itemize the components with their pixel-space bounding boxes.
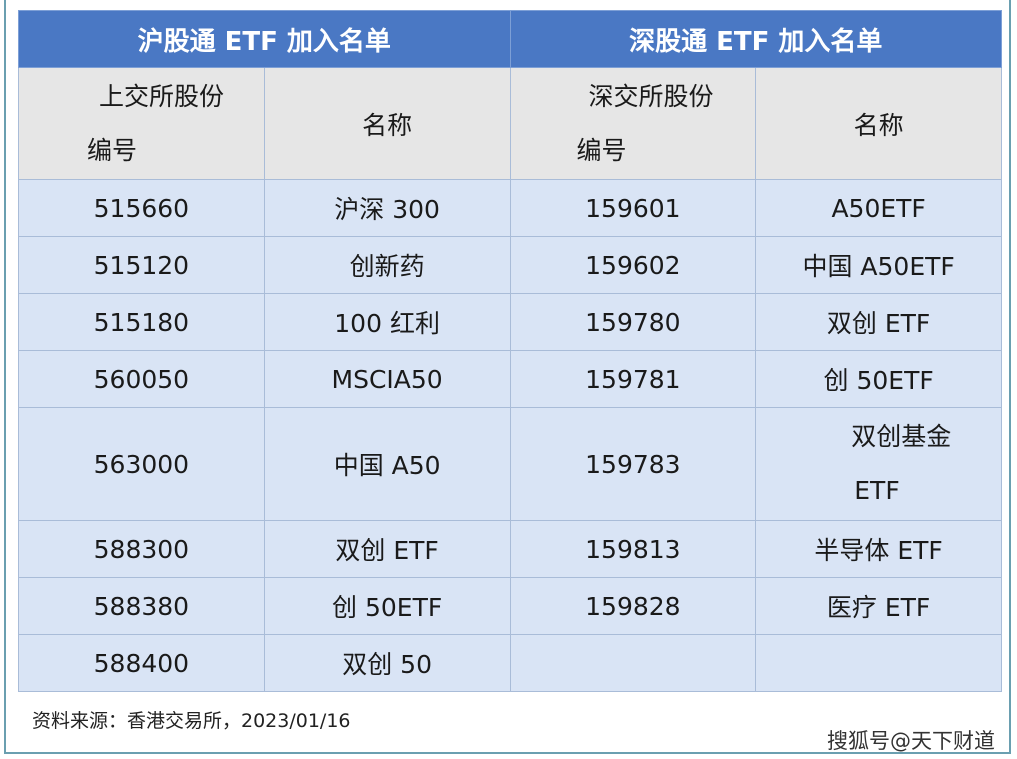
sh-name: 双创 50 xyxy=(263,634,511,692)
sz-name: 双创基金 ETF xyxy=(755,407,1002,521)
sz-name-header: 名称 xyxy=(755,67,1002,180)
sz-name: 半导体 ETF xyxy=(755,520,1002,578)
header-line: 深交所股份 xyxy=(588,81,714,111)
sz-name xyxy=(755,634,1002,692)
table-row: 563000 中国 A50 159783 双创基金 ETF xyxy=(18,407,1002,521)
table-row: 515120 创新药 159602 中国 A50ETF xyxy=(18,236,1002,294)
sz-code: 159602 xyxy=(509,236,757,294)
sz-name: 双创 ETF xyxy=(755,293,1002,351)
name-line: 双创基金 xyxy=(851,422,952,451)
header-line: 编号 xyxy=(87,135,138,165)
table-row: 588300 双创 ETF 159813 半导体 ETF xyxy=(18,520,1002,578)
table-row: 560050 MSCIA50 159781 创 50ETF xyxy=(18,350,1002,408)
sh-name: 双创 ETF xyxy=(263,520,511,578)
sz-code: 159813 xyxy=(509,520,757,578)
header-line: 编号 xyxy=(576,135,627,165)
image-frame xyxy=(4,0,1011,754)
sz-code: 159828 xyxy=(509,577,757,635)
sh-name: 创新药 xyxy=(263,236,511,294)
table-row: 588380 创 50ETF 159828 医疗 ETF xyxy=(18,577,1002,635)
sz-code: 159601 xyxy=(509,179,757,237)
shanghai-connect-title: 沪股通 ETF 加入名单 xyxy=(18,10,511,68)
etf-list-table: 沪股通 ETF 加入名单 深股通 ETF 加入名单 上交所股份编号 名称 深交所… xyxy=(18,10,1002,692)
sz-name: A50ETF xyxy=(755,179,1002,237)
sh-name: MSCIA50 xyxy=(263,350,511,408)
sh-name: 沪深 300 xyxy=(263,179,511,237)
sz-code: 159781 xyxy=(509,350,757,408)
sh-name: 100 红利 xyxy=(263,293,511,351)
sz-name: 中国 A50ETF xyxy=(755,236,1002,294)
watermark: 搜狐号@天下财道 xyxy=(827,729,995,753)
sz-code: 159783 xyxy=(509,407,757,521)
table-row: 515660 沪深 300 159601 A50ETF xyxy=(18,179,1002,237)
sz-code: 159780 xyxy=(509,293,757,351)
sh-name: 创 50ETF xyxy=(263,577,511,635)
sh-name: 中国 A50 xyxy=(263,407,511,521)
sz-name: 医疗 ETF xyxy=(755,577,1002,635)
sh-code-header: 上交所股份编号 xyxy=(18,67,265,180)
sh-code: 560050 xyxy=(18,350,265,408)
table-row: 588400 双创 50 xyxy=(18,634,1002,692)
sh-code: 515180 xyxy=(18,293,265,351)
shenzhen-connect-title: 深股通 ETF 加入名单 xyxy=(509,10,1002,68)
table-row: 515180 100 红利 159780 双创 ETF xyxy=(18,293,1002,351)
sh-code: 588380 xyxy=(18,577,265,635)
sh-code: 515120 xyxy=(18,236,265,294)
sh-code: 588400 xyxy=(18,634,265,692)
source-note: 资料来源：香港交易所，2023/01/16 xyxy=(32,710,351,732)
name-line: ETF xyxy=(854,476,900,505)
sh-code: 515660 xyxy=(18,179,265,237)
sh-code: 563000 xyxy=(18,407,265,521)
sh-code: 588300 xyxy=(18,520,265,578)
sz-name: 创 50ETF xyxy=(755,350,1002,408)
sz-code-header: 深交所股份编号 xyxy=(509,67,757,180)
sh-name-header: 名称 xyxy=(263,67,511,180)
sz-code xyxy=(509,634,757,692)
header-line: 上交所股份 xyxy=(99,81,225,111)
